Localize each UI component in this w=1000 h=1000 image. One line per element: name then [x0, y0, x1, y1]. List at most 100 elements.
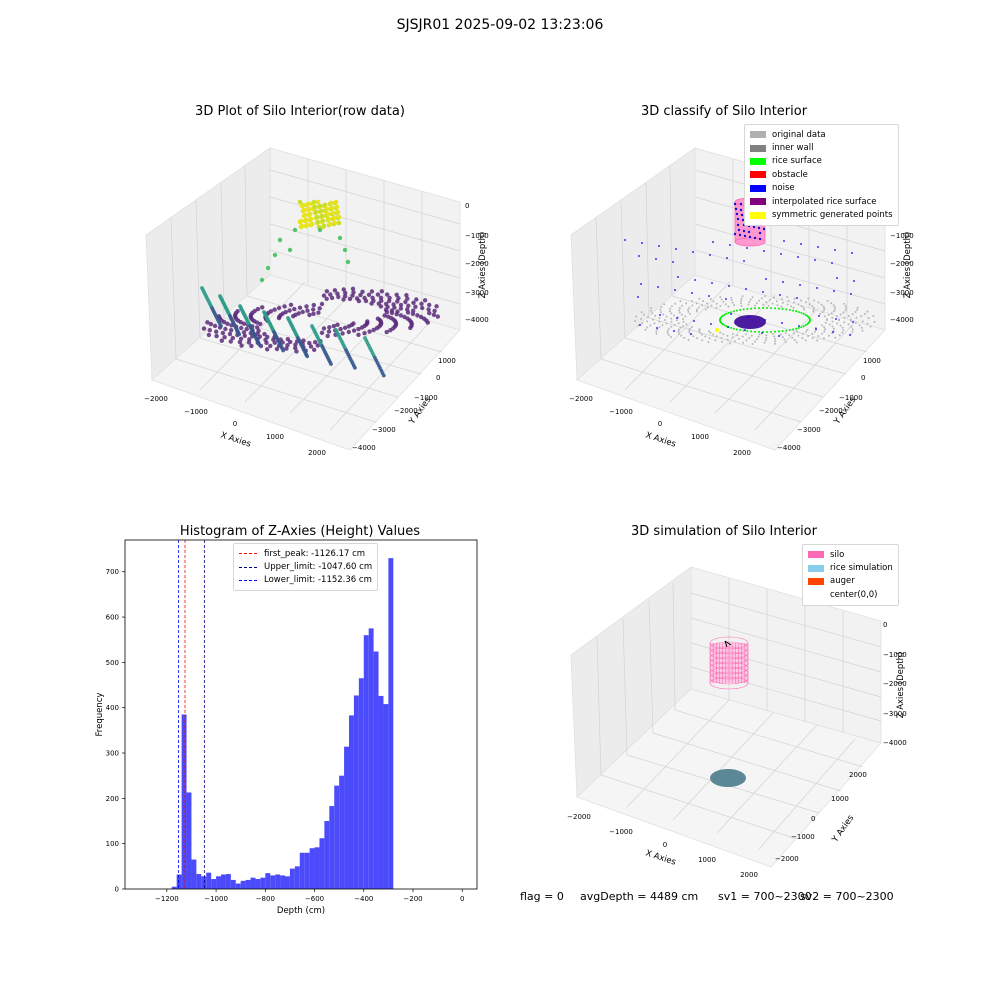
x-tick-label: 0	[658, 420, 662, 428]
gridline	[626, 699, 730, 808]
data-point	[305, 308, 310, 313]
data-point	[799, 284, 801, 286]
histogram-bar	[373, 651, 379, 889]
data-point	[715, 302, 718, 305]
data-point	[708, 337, 711, 340]
histogram-bar	[378, 695, 384, 889]
data-point	[646, 320, 649, 323]
data-point	[315, 343, 320, 348]
data-point	[340, 331, 345, 336]
data-point	[239, 343, 244, 348]
data-point	[427, 302, 432, 308]
data-point	[684, 315, 687, 318]
data-point	[756, 338, 758, 341]
legend-entry: noise	[750, 182, 893, 195]
data-point	[351, 290, 356, 295]
data-point	[736, 223, 740, 227]
data-point	[225, 321, 230, 326]
data-point	[687, 339, 690, 341]
data-point	[831, 262, 833, 264]
data-point	[733, 340, 736, 343]
data-point	[758, 299, 760, 302]
data-point	[784, 332, 787, 334]
data-point	[795, 341, 798, 344]
data-point	[321, 293, 327, 298]
histogram-bar	[329, 806, 335, 889]
data-point	[861, 320, 864, 323]
data-point	[763, 341, 766, 344]
data-point	[835, 315, 838, 318]
data-point	[281, 348, 286, 353]
data-point	[309, 221, 315, 227]
data-point	[823, 309, 825, 312]
data-point	[738, 233, 742, 237]
y-tick-label: 1000	[438, 357, 456, 365]
data-point	[341, 287, 346, 292]
legend-label: rice simulation	[830, 563, 893, 574]
data-point	[720, 337, 723, 339]
data-point	[249, 343, 254, 349]
legend-entry: inner wall	[750, 141, 893, 154]
data-point	[333, 199, 339, 205]
data-point	[710, 304, 713, 307]
histogram-bar	[265, 873, 271, 889]
data-point	[827, 334, 830, 337]
data-point	[830, 312, 833, 315]
data-point	[325, 333, 330, 339]
data-point	[872, 315, 875, 317]
histogram-bar	[344, 746, 349, 889]
gridline	[758, 738, 856, 850]
legend-label: symmetric generated points	[772, 210, 893, 221]
z-tick-label: 0	[883, 621, 887, 629]
data-point	[262, 331, 267, 337]
data-point	[817, 301, 820, 304]
data-point	[678, 328, 680, 331]
data-point	[670, 336, 672, 339]
x-tick-label: −1000	[204, 895, 228, 903]
data-point	[770, 330, 772, 333]
data-point	[246, 340, 252, 345]
data-point	[764, 339, 767, 342]
data-point	[384, 329, 389, 335]
data-point	[398, 302, 404, 308]
data-point	[229, 328, 234, 333]
data-point	[740, 302, 742, 305]
data-point	[732, 310, 735, 313]
data-point	[730, 313, 732, 315]
data-point	[219, 324, 223, 328]
data-point	[228, 339, 233, 344]
silo-wire	[709, 656, 749, 670]
data-point	[866, 310, 869, 313]
data-point	[325, 211, 331, 217]
data-point	[398, 306, 404, 311]
data-point	[820, 324, 823, 327]
data-point	[392, 305, 397, 310]
data-point	[816, 287, 818, 289]
data-point	[327, 221, 333, 227]
data-point	[727, 305, 730, 308]
silo-wire	[709, 661, 749, 675]
data-point	[757, 226, 761, 230]
data-point	[800, 305, 803, 307]
data-point	[731, 301, 734, 304]
data-point	[774, 307, 776, 310]
data-point	[342, 247, 348, 253]
data-point	[241, 330, 247, 335]
data-point	[265, 347, 270, 352]
data-point	[237, 339, 243, 345]
data-point	[288, 302, 294, 307]
histogram-bar	[349, 715, 354, 889]
data-point	[801, 337, 804, 340]
data-point	[697, 306, 700, 309]
data-point	[316, 310, 321, 315]
data-point	[811, 332, 814, 335]
histogram-bar	[314, 847, 320, 889]
data-point	[305, 201, 311, 207]
y-tick-label: −2000	[394, 407, 418, 415]
histogram-bar	[191, 859, 197, 889]
data-point	[674, 289, 676, 291]
data-point	[369, 289, 375, 294]
data-point	[762, 307, 764, 309]
data-point	[709, 331, 712, 334]
data-point	[311, 302, 316, 308]
